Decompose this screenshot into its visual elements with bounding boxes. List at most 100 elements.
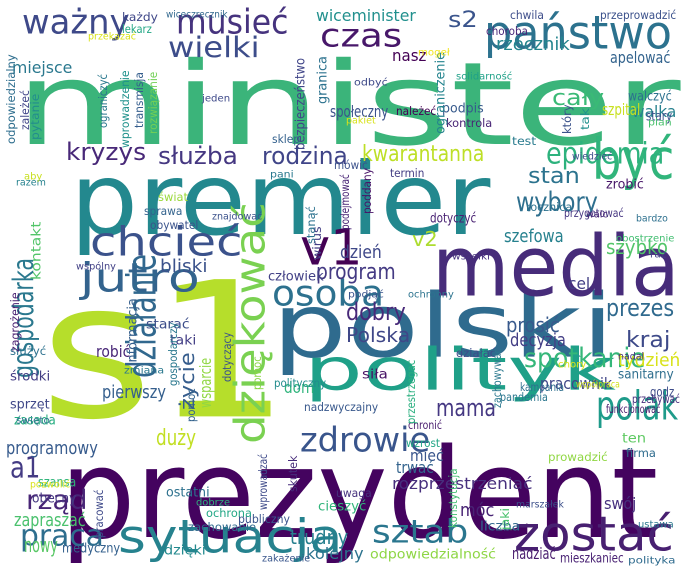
word-pomoc: pomoc <box>184 388 198 422</box>
word-wspolny: wspólny <box>76 261 116 272</box>
word-polityka: polityka <box>628 555 676 566</box>
word-liczba: liczba <box>480 518 521 534</box>
word-prosic: prosić <box>506 314 560 337</box>
word-wiceminister: wiceminister <box>316 6 416 25</box>
word-program: program <box>316 260 396 285</box>
word-zostac: zostać <box>514 505 674 562</box>
word-media: media <box>432 217 680 316</box>
word-test: test <box>512 134 537 148</box>
word-obywatel: obywatel <box>150 218 199 232</box>
word-granica: granica <box>314 56 330 104</box>
word-odpowiedzialny: odpowiedzialny <box>4 54 18 144</box>
word-plan: plan <box>648 117 672 128</box>
word-pani: pani <box>270 169 294 180</box>
word-robic: robić <box>96 342 131 361</box>
word-uwaga: uwaga <box>336 486 372 500</box>
word-polityk: polityk <box>304 336 616 404</box>
word-kolejny: kolejny <box>306 544 364 563</box>
word-odbyc: odbyć <box>354 77 388 88</box>
word-praca: praca <box>20 519 104 553</box>
word-stan: stan <box>528 164 580 189</box>
word-marszalek: marszałek <box>516 499 564 510</box>
word-pomoc: pomóc <box>250 356 264 390</box>
word-prezydent: prezydent <box>60 421 659 567</box>
word-lekarz: lekarz <box>122 22 152 36</box>
word-sytuacja: sytuacja <box>118 510 343 564</box>
word-ustawa: ustawa <box>638 519 674 530</box>
word-zagrozenie: zagrożenie <box>8 292 22 352</box>
word-chory: chory <box>558 359 587 370</box>
word-chciec: chcieć <box>90 218 243 265</box>
word-pierwszy: pierwszy <box>102 382 167 403</box>
word-trwac: trwać <box>396 458 434 477</box>
word-sprzet: sprzęt <box>10 396 50 412</box>
word-sluzba: służba <box>158 142 238 170</box>
word-s2: s2 <box>448 8 478 33</box>
word-trudny: trudny <box>290 526 349 549</box>
word-starac: starać <box>146 316 190 332</box>
word-wzrost: wzrost <box>406 436 441 450</box>
word-prezes: prezes <box>606 294 675 322</box>
word-rzad: rząd <box>26 486 88 516</box>
word-obostrzenie: obostrzenie <box>616 233 675 244</box>
word-medyczny: medyczny <box>62 540 121 556</box>
word-dobry: dobry <box>346 298 406 326</box>
word-pakiet: pakiet <box>346 115 376 126</box>
word-kazdy: każdy <box>122 10 158 24</box>
word-dom: dom <box>284 378 315 397</box>
word-sila: siła <box>362 366 388 382</box>
word-wybory: wybory <box>516 188 598 218</box>
word-zdrowie: zdrowie <box>300 421 431 460</box>
word-podjac: podjąć <box>348 289 384 300</box>
word-transmisja: transmisja <box>132 72 146 128</box>
word-szefowa: szefowa <box>504 226 564 247</box>
word-zapraszac: zapraszać <box>14 510 86 531</box>
word-rozprzestrzeniac: rozprzestrzeniać <box>392 474 533 493</box>
word-przestrzegac: przestrzegać <box>404 359 418 424</box>
word-funkcjonowac: funkcjonować <box>606 402 661 416</box>
word-jeden: jeden <box>202 93 231 104</box>
word-swoj: swój <box>604 494 637 513</box>
word-epidemia: epidemia <box>546 137 665 171</box>
word-cel: cel <box>568 274 591 293</box>
word-wprowadzac: wprowadzać <box>256 453 270 510</box>
word-rzecznik: rzecznik <box>496 34 570 55</box>
word-bliski: bliski <box>160 256 208 277</box>
word-chronic: chronić <box>408 418 442 432</box>
word-przeprowadzic: przeprowadzić <box>600 8 677 22</box>
word-programowy: programowy <box>6 438 98 459</box>
word-panstwo: państwo <box>484 6 673 60</box>
word-pracowac: pracować <box>92 489 106 538</box>
word-wielki: wielki <box>168 31 260 64</box>
word-aby: aby <box>24 171 43 182</box>
word-ograniczyc: ograniczyć <box>96 74 110 128</box>
word-solidarnosc: solidarność <box>456 71 513 82</box>
word-tak: tak <box>578 108 592 130</box>
word-ograniczenie: ograniczenie <box>432 52 448 135</box>
word-miejsce: miejsce <box>12 58 73 77</box>
word-rodzina: rodzina <box>262 142 348 170</box>
word-walka: walka <box>632 102 677 121</box>
word-wiedziec: wiedzieć <box>572 151 613 162</box>
word-konstytucja: konstytucja <box>446 468 460 528</box>
word-s1: s1 <box>40 241 291 462</box>
word-ochronny: ochronny <box>408 289 454 300</box>
word-spotkanie: spotkanie <box>524 344 646 374</box>
word-mama: mama <box>436 394 496 422</box>
word-ktory: który <box>560 104 574 134</box>
word-wsparcie: wsparcie <box>196 357 215 408</box>
word-v1: v1 <box>300 219 363 277</box>
word-dzien: dzień <box>340 242 382 263</box>
word-ten: ten <box>622 430 647 446</box>
word-szansa: szansa <box>38 474 77 490</box>
word-nadziac: nadziać <box>512 544 556 563</box>
word-nadzwyczajny: nadzwyczajny <box>304 400 379 414</box>
word-nowy: nowy <box>24 534 58 557</box>
word-firma: firma <box>626 446 656 460</box>
word-minister: minister <box>15 38 681 172</box>
word-kraj: kraj <box>626 328 671 353</box>
word-odpowiedzialnosc: odpowiedzialność <box>370 546 496 562</box>
word-przebywac: przebywać <box>632 392 680 406</box>
word-dzieki: dzięki <box>164 542 206 558</box>
